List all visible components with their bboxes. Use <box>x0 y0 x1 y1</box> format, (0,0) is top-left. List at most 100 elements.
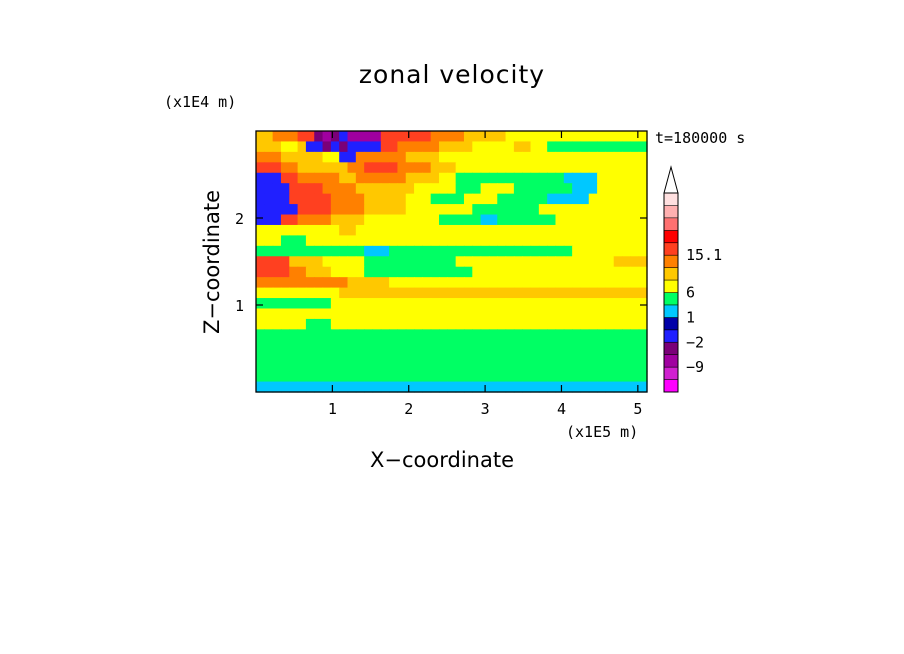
field-cell <box>605 266 615 278</box>
field-cell <box>430 308 440 320</box>
field-cell <box>472 381 482 393</box>
colorbar-extend-arrow <box>663 165 679 194</box>
field-cell <box>622 151 631 163</box>
field-cell <box>555 360 565 372</box>
field-cell <box>622 141 631 153</box>
field-cell <box>414 339 423 351</box>
chart-title: zonal velocity <box>358 60 546 89</box>
field-cell <box>264 371 274 383</box>
field-cell <box>530 350 540 362</box>
field-cell <box>505 245 515 257</box>
field-cell <box>572 204 582 216</box>
field-cell <box>580 381 590 393</box>
field-cell <box>380 141 390 153</box>
field-cell <box>447 214 457 226</box>
field-cell <box>513 329 523 341</box>
field-cell <box>547 193 557 205</box>
field-cell <box>289 245 299 257</box>
field-cell <box>563 318 573 330</box>
field-cell <box>588 360 598 372</box>
field-cell <box>397 151 407 163</box>
field-cell <box>355 350 365 362</box>
field-cell <box>414 224 423 236</box>
field-cell <box>538 329 548 341</box>
field-cell <box>605 162 615 174</box>
field-cell <box>555 256 565 268</box>
field-cell <box>414 266 423 278</box>
field-cell <box>422 204 432 216</box>
field-cell <box>264 235 274 247</box>
field-cell <box>547 224 557 236</box>
field-cell <box>430 245 440 257</box>
field-cell <box>630 172 640 184</box>
field-cell <box>463 183 473 195</box>
field-cell <box>405 214 415 226</box>
field-cell <box>522 183 532 195</box>
field-cell <box>364 172 374 184</box>
field-cell <box>555 204 565 216</box>
field-cell <box>305 235 315 247</box>
field-cell <box>563 183 573 195</box>
field-cell <box>580 298 590 310</box>
field-cell <box>547 381 557 393</box>
field-cell <box>572 371 582 383</box>
field-cell <box>580 318 590 330</box>
field-cell <box>264 256 274 268</box>
field-cell <box>472 214 482 226</box>
field-cell <box>597 339 607 351</box>
field-cell <box>280 204 290 216</box>
field-cell <box>505 298 515 310</box>
field-cell <box>339 172 349 184</box>
field-cell <box>447 329 457 341</box>
field-cell <box>622 277 631 289</box>
field-cell <box>347 151 357 163</box>
field-cell <box>605 256 615 268</box>
field-cell <box>505 224 515 236</box>
field-cell <box>264 193 274 205</box>
field-cell <box>472 308 482 320</box>
field-cell <box>547 308 557 320</box>
field-cell <box>522 172 532 184</box>
field-cell <box>488 204 498 216</box>
field-cell <box>414 371 423 383</box>
plot-frame <box>255 130 648 393</box>
field-cell <box>430 266 440 278</box>
field-cell <box>439 371 448 383</box>
field-cell <box>538 245 548 257</box>
field-cell <box>588 162 598 174</box>
field-cell <box>422 214 432 226</box>
field-cell <box>380 204 390 216</box>
field-cell <box>347 339 357 351</box>
field-cell <box>355 318 365 330</box>
field-cell <box>480 214 490 226</box>
field-cell <box>538 235 548 247</box>
field-cell <box>538 308 548 320</box>
field-cell <box>622 204 631 216</box>
colorbar-swatch <box>664 217 678 231</box>
field-cell <box>272 141 282 153</box>
field-cell <box>638 183 648 195</box>
field-cell <box>364 277 374 289</box>
field-cell <box>330 266 340 278</box>
field-cell <box>563 381 573 393</box>
field-cell <box>355 277 365 289</box>
field-cell <box>522 287 532 299</box>
field-cell <box>322 141 332 153</box>
field-cell <box>497 183 507 195</box>
field-cell <box>480 339 490 351</box>
field-cell <box>355 141 365 153</box>
field-cell <box>513 371 523 383</box>
field-cell <box>538 151 548 163</box>
field-cell <box>372 298 382 310</box>
field-cell <box>339 162 349 174</box>
field-cell <box>563 141 573 153</box>
field-cell <box>322 318 332 330</box>
field-cell <box>572 224 582 236</box>
field-cell <box>597 381 607 393</box>
field-cell <box>530 183 540 195</box>
field-cell <box>280 266 290 278</box>
field-cell <box>455 245 465 257</box>
field-cell <box>513 131 523 143</box>
field-cell <box>280 131 290 143</box>
field-cell <box>297 204 307 216</box>
